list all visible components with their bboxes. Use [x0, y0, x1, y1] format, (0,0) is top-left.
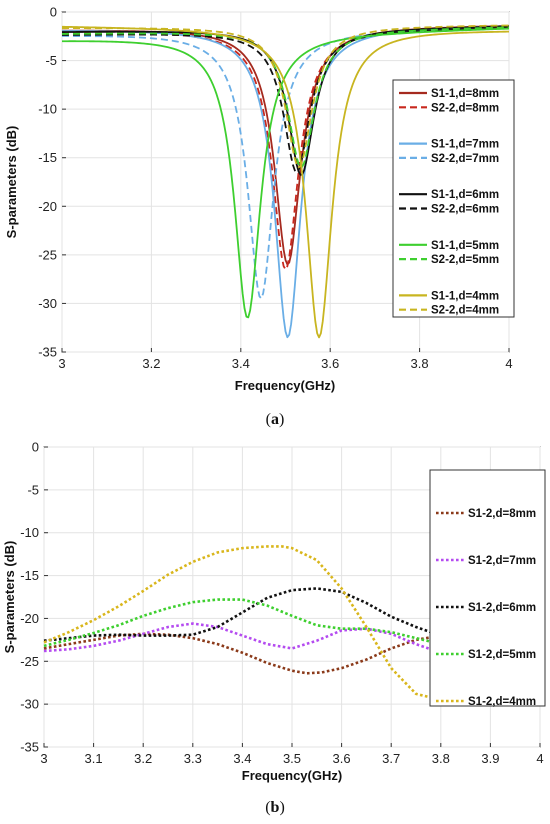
- y-tick-label: 0: [32, 440, 39, 455]
- series-line-7: [62, 27, 510, 319]
- series-line-1: [43, 632, 442, 675]
- series-line-6: [61, 27, 510, 174]
- x-tick-label: 3.9: [481, 751, 499, 766]
- legend-label-3: S1-1,d=7mm: [431, 139, 499, 151]
- legend-label-9: S1-1,d=4mm: [431, 290, 499, 302]
- legend-label-10: S2-2,d=4mm: [431, 305, 499, 317]
- y-tick-label: -25: [38, 247, 57, 262]
- legend-box-b: [429, 469, 546, 707]
- x-tick-label: 4: [536, 751, 543, 766]
- y-tick-label: -5: [27, 482, 39, 497]
- legend-box-a: [392, 79, 515, 318]
- x-tick-label: 3.3: [184, 751, 202, 766]
- legend-b: S1-2,d=8mm S1-2,d=7mm S1-2,d=6mm S1-2,d=5mm…: [429, 469, 546, 708]
- legend-a: S1-1,d=8mm S2-2,d=8mm S1-1,d=7mm S2-2,d=7mm…: [392, 79, 515, 318]
- series-line-10: [62, 24, 510, 169]
- y-tick-label: -35: [38, 345, 57, 360]
- caption-b: (b): [265, 799, 285, 816]
- x-tick-label: 3.8: [411, 356, 429, 371]
- legend-label-1: S1-1,d=8mm: [431, 88, 499, 100]
- legend-label-7: S1-1,d=5mm: [431, 240, 499, 252]
- legend-label-5: S1-2,d=4mm: [468, 696, 536, 708]
- x-tick-label: 3.7: [382, 751, 400, 766]
- legend-label-5: S1-1,d=6mm: [431, 189, 499, 201]
- x-tick-label: 3.4: [232, 356, 250, 371]
- legend-label-3: S1-2,d=6mm: [468, 602, 536, 614]
- x-axis-label-b: Frequency(GHz): [242, 768, 342, 783]
- legend-label-4: S2-2,d=7mm: [431, 153, 499, 165]
- x-tick-label: 3.5: [283, 751, 301, 766]
- series-line-9: [61, 25, 510, 339]
- x-tick-label: 4: [505, 356, 512, 371]
- y-ticks-a: 0 -5 -10 -15 -20 -25 -30 -35: [38, 5, 66, 360]
- y-ticks-b: 0 -5 -10 -15 -20 -25 -30 -35: [20, 440, 48, 755]
- series-line-3: [43, 587, 442, 643]
- y-tick-label: -30: [38, 296, 57, 311]
- x-tick-label: 3.2: [142, 356, 160, 371]
- x-tick-label: 3: [58, 356, 65, 371]
- legend-label-8: S2-2,d=5mm: [431, 254, 499, 266]
- x-axis-label-a: Frequency(GHz): [235, 378, 335, 393]
- panel-a: 3 3.2 3.4 3.6 3.8 4 0 -5 -10 -15 -20 -25 -30 -35 Fre…: [4, 5, 515, 393]
- series-line-5: [43, 545, 442, 702]
- y-tick-label: -20: [38, 199, 57, 214]
- x-tick-label: 3.8: [432, 751, 450, 766]
- x-tick-label: 3.2: [134, 751, 152, 766]
- y-axis-label-b: S-parameters (dB): [2, 541, 17, 654]
- legend-label-2: S1-2,d=7mm: [468, 555, 536, 567]
- y-tick-label: -30: [20, 697, 39, 712]
- legend-label-2: S2-2,d=8mm: [431, 102, 499, 114]
- y-tick-label: -10: [20, 525, 39, 540]
- x-ticks-b: 3 3.1 3.2 3.3 3.4 3.5 3.6 3.7 3.8 3.9 4: [40, 743, 544, 766]
- y-tick-label: -25: [20, 654, 39, 669]
- legend-label-1: S1-2,d=8mm: [468, 508, 536, 520]
- y-tick-label: -15: [38, 150, 57, 165]
- series-line-4: [43, 598, 442, 648]
- y-tick-label: 0: [50, 5, 57, 20]
- y-tick-label: -5: [45, 53, 57, 68]
- legend-label-4: S1-2,d=5mm: [468, 649, 536, 661]
- x-tick-label: 3.1: [85, 751, 103, 766]
- y-tick-label: -15: [20, 568, 39, 583]
- legend-label-6: S2-2,d=6mm: [431, 204, 499, 216]
- x-tick-label: 3.6: [333, 751, 351, 766]
- series-line-8: [61, 26, 510, 169]
- y-tick-label: -35: [20, 740, 39, 755]
- y-tick-label: -20: [20, 611, 39, 626]
- x-tick-label: 3: [40, 751, 47, 766]
- x-tick-label: 3.6: [321, 356, 339, 371]
- x-ticks-a: 3 3.2 3.4 3.6 3.8 4: [58, 348, 513, 371]
- series-lines-a: [61, 24, 510, 339]
- caption-a: (a): [266, 411, 285, 428]
- panel-b: 3 3.1 3.2 3.3 3.4 3.5 3.6 3.7 3.8 3.9 4 0 -5 -10 -15 -…: [2, 440, 546, 783]
- x-tick-label: 3.4: [233, 751, 251, 766]
- y-tick-label: -10: [38, 102, 57, 117]
- series-lines-b: [43, 545, 442, 702]
- series-line-5: [61, 25, 510, 176]
- y-axis-label-a: S-parameters (dB): [4, 126, 19, 239]
